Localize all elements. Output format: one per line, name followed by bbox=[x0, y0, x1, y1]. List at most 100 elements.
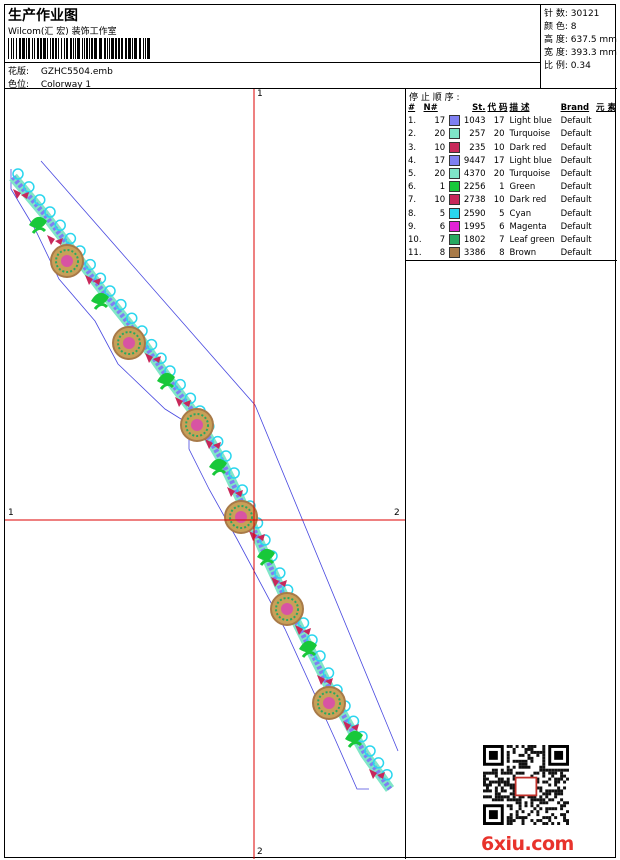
row-index: 3. bbox=[408, 142, 417, 153]
color-swatch bbox=[449, 220, 461, 232]
row-element bbox=[595, 221, 617, 234]
axis-label-h-right: 2 bbox=[394, 508, 400, 518]
row-element bbox=[595, 168, 617, 181]
row-index: 6. bbox=[408, 182, 417, 193]
row-code: 17 bbox=[493, 116, 505, 127]
row-element bbox=[595, 208, 617, 221]
row-stitches: 1995 bbox=[448, 220, 486, 234]
table-row: 9. 6 1995 6 Magenta Default bbox=[407, 220, 617, 234]
stat-stitches: 针 数: 30121 bbox=[544, 9, 600, 19]
header-divider bbox=[5, 62, 541, 63]
row-description: Leaf green bbox=[509, 234, 555, 245]
row-brand: Default bbox=[560, 155, 592, 166]
row-brand: Default bbox=[560, 142, 592, 153]
row-brand: Default bbox=[560, 195, 592, 206]
row-code: 10 bbox=[493, 142, 505, 153]
table-row: 5. 20 4370 20 Turquoise Default bbox=[407, 168, 617, 181]
embroidery-artwork bbox=[5, 89, 405, 859]
row-stitches: 1802 bbox=[448, 233, 486, 247]
stats-panel: 针 数: 30121 颜 色: 8 高 度: 637.5 mm 宽 度: 393… bbox=[541, 5, 617, 89]
color-swatch bbox=[449, 115, 461, 127]
row-needle: 20 bbox=[434, 169, 446, 180]
table-row: 7. 10 2738 10 Dark red Default bbox=[407, 194, 617, 207]
row-element bbox=[595, 115, 617, 128]
company-name: Wilcom(汇 宏) 装饰工作室 bbox=[8, 27, 117, 37]
row-needle: 7 bbox=[439, 234, 446, 245]
row-index: 2. bbox=[408, 129, 417, 140]
row-brand: Default bbox=[560, 129, 592, 140]
color-swatch bbox=[449, 247, 461, 259]
row-stitches: 257 bbox=[448, 128, 486, 141]
row-stitches: 3386 bbox=[448, 247, 486, 260]
col-code-header: 代 码 bbox=[487, 103, 508, 114]
row-needle: 5 bbox=[439, 208, 446, 219]
row-index: 10. bbox=[408, 234, 422, 245]
col-index-header: # bbox=[408, 103, 416, 114]
row-code: 10 bbox=[493, 195, 505, 206]
page-title: 生产作业图 bbox=[8, 8, 78, 24]
color-swatch bbox=[449, 181, 461, 193]
row-index: 5. bbox=[408, 169, 417, 180]
row-needle: 17 bbox=[434, 116, 446, 127]
row-stitches: 235 bbox=[448, 141, 486, 155]
color-swatch bbox=[449, 207, 461, 219]
colorway-label: 色位: bbox=[8, 80, 30, 90]
col-desc-header: 描 述 bbox=[509, 103, 530, 114]
color-swatch bbox=[449, 168, 461, 180]
row-brand: Default bbox=[560, 248, 592, 259]
row-element bbox=[595, 181, 617, 194]
row-element bbox=[595, 155, 617, 168]
color-swatch bbox=[449, 194, 461, 206]
design-outline bbox=[40, 160, 399, 752]
stat-height: 高 度: 637.5 mm bbox=[544, 35, 617, 45]
row-brand: Default bbox=[560, 208, 592, 219]
stop-sequence-panel: 停 止 顺 序 : # N# St. 代 码 描 述 Brand 元 素 1. 1… bbox=[406, 89, 617, 261]
colorway-value: Colorway 1 bbox=[40, 80, 92, 90]
row-index: 9. bbox=[408, 221, 417, 232]
row-stitches: 2738 bbox=[448, 194, 486, 207]
row-brand: Default bbox=[560, 234, 592, 245]
row-needle: 6 bbox=[439, 221, 446, 232]
stop-sequence-table: # N# St. 代 码 描 述 Brand 元 素 1. 17 1043 17 Lig… bbox=[407, 102, 617, 260]
axis-label-v-bottom: 2 bbox=[257, 847, 263, 857]
production-worksheet: 生产作业图 Wilcom(汇 宏) 装饰工作室 花版: GZHC5504.emb… bbox=[4, 4, 617, 859]
row-index: 11. bbox=[408, 248, 422, 259]
row-stitches: 2256 bbox=[448, 181, 486, 194]
table-row: 10. 7 1802 7 Leaf green Default bbox=[407, 233, 617, 247]
row-stitches: 4370 bbox=[448, 168, 486, 181]
color-swatch bbox=[449, 128, 461, 140]
col-element-header: 元 素 bbox=[596, 103, 616, 114]
file-label: 花版: bbox=[8, 67, 30, 77]
col-needle-header: N# bbox=[423, 103, 438, 114]
row-code: 8 bbox=[499, 248, 505, 259]
table-row: 8. 5 2590 5 Cyan Default bbox=[407, 207, 617, 221]
row-description: Dark red bbox=[509, 195, 547, 206]
row-needle: 10 bbox=[434, 142, 446, 153]
row-code: 20 bbox=[493, 169, 505, 180]
row-description: Turquoise bbox=[509, 169, 551, 180]
design-preview: 1 2 1 2 bbox=[5, 89, 406, 859]
table-header-row: # N# St. 代 码 描 述 Brand 元 素 bbox=[407, 102, 617, 115]
row-element bbox=[595, 142, 617, 155]
row-index: 4. bbox=[408, 155, 417, 166]
table-row: 2. 20 257 20 Turquoise Default bbox=[407, 128, 617, 141]
color-swatch bbox=[449, 233, 461, 245]
header-info-panel: 生产作业图 Wilcom(汇 宏) 装饰工作室 花版: GZHC5504.emb… bbox=[5, 5, 541, 90]
row-brand: Default bbox=[560, 221, 592, 232]
color-swatch bbox=[449, 154, 461, 166]
qr-code bbox=[483, 745, 569, 825]
row-needle: 17 bbox=[434, 155, 446, 166]
row-needle: 8 bbox=[439, 248, 446, 259]
axis-label-v-top: 1 bbox=[257, 89, 263, 99]
row-brand: Default bbox=[560, 116, 592, 127]
colorway-line: 色位: Colorway 1 bbox=[8, 77, 91, 90]
stat-width: 宽 度: 393.3 mm bbox=[544, 48, 617, 58]
embroidery-garland bbox=[9, 168, 395, 792]
row-description: Cyan bbox=[509, 208, 532, 219]
row-stitches: 2590 bbox=[448, 207, 486, 221]
row-stitches: 9447 bbox=[448, 154, 486, 168]
row-index: 7. bbox=[408, 195, 417, 206]
col-brand-header: Brand bbox=[560, 103, 590, 114]
row-description: Light blue bbox=[509, 116, 552, 127]
col-stitches-header: St. bbox=[472, 103, 486, 114]
